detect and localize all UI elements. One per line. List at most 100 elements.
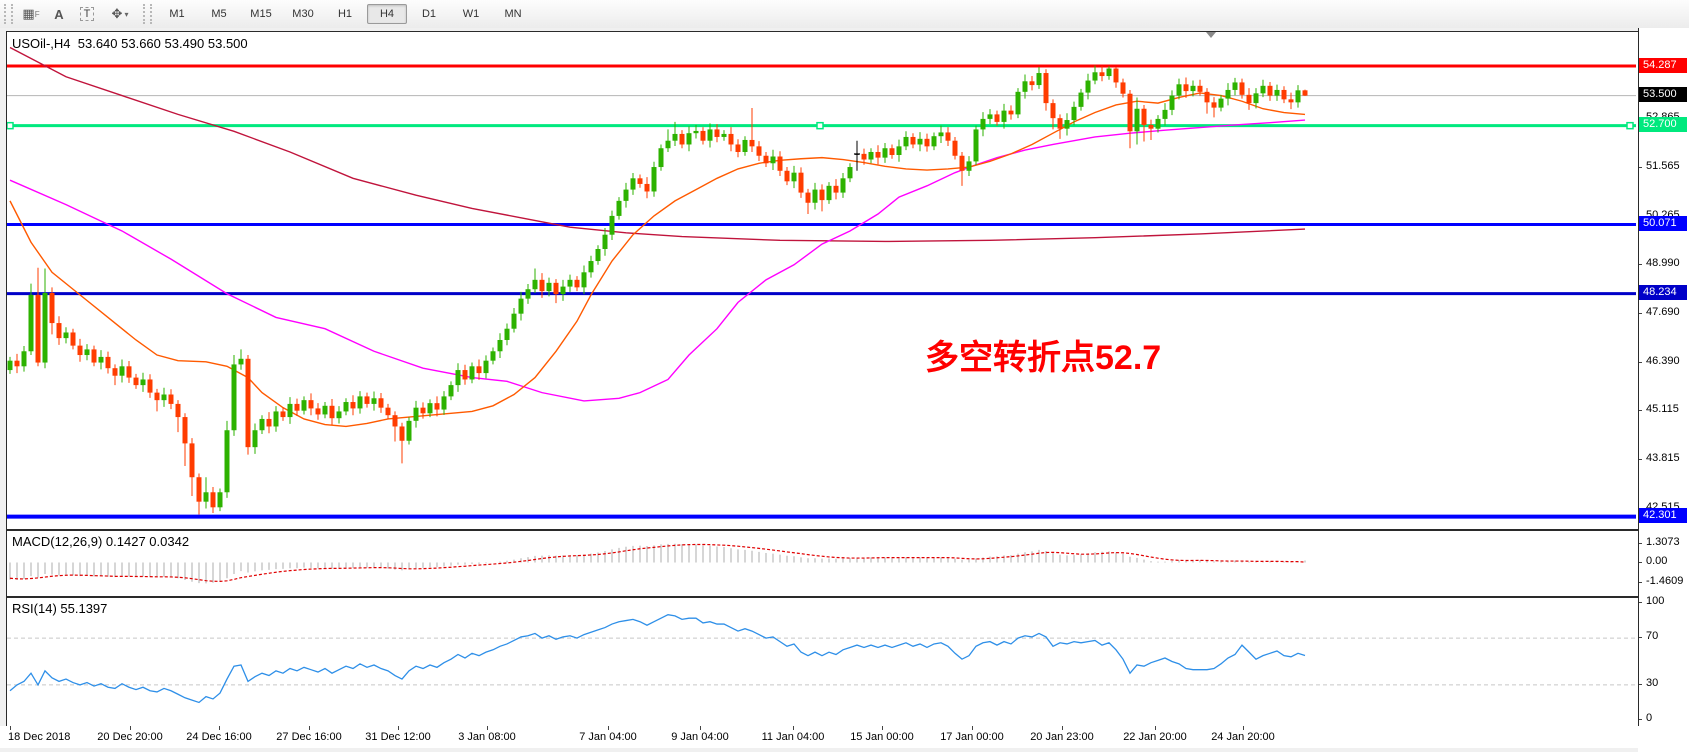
rsi-panel[interactable] [6, 597, 1639, 729]
time-label: 24 Dec 16:00 [186, 731, 252, 743]
toolbar-gripper-2[interactable] [143, 4, 152, 24]
candle [952, 136, 958, 160]
top-toolbar: ▦ F A T ✥ ▾ M1 M5 M15 M30 H1 H4 D1 W1 MN [0, 0, 1689, 29]
candle [945, 127, 951, 146]
candle [1274, 84, 1280, 101]
time-label: 7 Jan 04:00 [579, 731, 637, 743]
candle [532, 268, 538, 293]
candle [7, 356, 13, 374]
timeframe-button-m30[interactable]: M30 [292, 8, 314, 20]
axis-tick-dash [1638, 561, 1642, 563]
price-badge-48.234: 48.234 [1639, 285, 1687, 301]
candle [1295, 85, 1301, 108]
time-axis[interactable]: 18 Dec 2018 20 Dec 20:00 24 Dec 16:00 27 De… [0, 726, 1689, 748]
candle [1176, 78, 1182, 100]
candle [735, 139, 741, 158]
line-handle-1[interactable] [816, 121, 824, 130]
candle [1141, 104, 1147, 142]
candle [1008, 105, 1014, 120]
time-tick [1062, 726, 1063, 730]
candle [574, 276, 580, 292]
toolbar-gripper[interactable] [4, 4, 13, 24]
candle [973, 125, 979, 166]
candle [868, 148, 874, 164]
main-chart-panel[interactable] [6, 31, 1639, 530]
candle [1225, 83, 1231, 106]
timeframe-button-m5[interactable]: M5 [211, 8, 227, 20]
candle [903, 131, 909, 151]
price-tick-label: 43.815 [1646, 451, 1680, 464]
candle [406, 417, 412, 445]
candle [105, 351, 111, 374]
grid-f-icon[interactable]: ▦ F [18, 2, 44, 26]
candle [812, 182, 818, 210]
timeframe-button-d1[interactable]: D1 [421, 8, 437, 20]
timeframe-button-h4[interactable]: H4 [367, 4, 407, 24]
candle [959, 151, 965, 186]
candle [637, 174, 643, 188]
candle [1232, 77, 1238, 96]
text-label-icon[interactable]: T [74, 2, 100, 26]
candle [714, 124, 720, 143]
main-chart-canvas[interactable] [7, 32, 1636, 527]
grid-f-icon-sub: F [34, 9, 40, 19]
candle [679, 130, 685, 149]
time-label: 17 Jan 00:00 [940, 731, 1004, 743]
chart-shift-marker-icon[interactable] [1206, 32, 1216, 38]
candle [77, 338, 83, 362]
candle [658, 144, 664, 171]
timeframe-button-m1[interactable]: M1 [169, 8, 185, 20]
chart-title: USOil-,H4 53.640 53.660 53.490 53.500 [12, 36, 248, 51]
candle [175, 400, 181, 433]
timeframe-button-h1[interactable]: H1 [337, 8, 353, 20]
candle [693, 124, 699, 139]
candle [1078, 88, 1084, 111]
line-handle-2[interactable] [1626, 121, 1634, 130]
macd-canvas[interactable] [7, 531, 1636, 594]
candle [546, 277, 552, 297]
candle [245, 355, 251, 455]
axis-tick-dash [1638, 458, 1642, 460]
candle [1064, 113, 1070, 136]
candle [1085, 73, 1091, 100]
candle [119, 359, 125, 383]
macd-axis-label: 1.3073 [1646, 535, 1680, 548]
candle [56, 316, 62, 345]
crosshair-arrows-icon[interactable]: ✥ ▾ [102, 2, 138, 26]
timeframe-button-m15[interactable]: M15 [250, 8, 272, 20]
candle [126, 361, 132, 383]
font-a-icon[interactable]: A [46, 2, 72, 26]
crosshair-arrows-glyph: ✥ [111, 6, 123, 21]
time-label: 20 Dec 20:00 [97, 731, 163, 743]
chart-window [0, 28, 1689, 752]
rsi-canvas[interactable] [7, 598, 1636, 726]
price-axis[interactable]: 54.14052.86551.56550.26548.99047.69046.3… [1638, 28, 1689, 752]
candle [539, 273, 545, 298]
candle [434, 396, 440, 417]
candle [490, 347, 496, 365]
rsi-label: RSI(14) 55.1397 [12, 601, 108, 616]
candle [294, 398, 300, 416]
candle [917, 132, 923, 152]
candle [273, 406, 279, 432]
timeframe-button-mn[interactable]: MN [504, 8, 522, 20]
candle [651, 161, 657, 197]
candle [1183, 77, 1189, 98]
current-price-badge: 53.500 [1639, 87, 1687, 103]
macd-panel[interactable] [6, 530, 1639, 597]
time-label: 18 Dec 2018 [8, 731, 71, 743]
candle [707, 123, 713, 148]
candle [875, 145, 881, 165]
candle [728, 127, 734, 152]
candle [196, 473, 202, 515]
axis-tick-dash [1638, 542, 1642, 544]
candle [595, 245, 601, 265]
candle [420, 402, 426, 419]
timeframe-button-w1[interactable]: W1 [462, 8, 480, 20]
candle [259, 415, 265, 434]
line-handle-0[interactable] [7, 121, 14, 130]
quote-ohlc-label: 53.640 53.660 53.490 53.500 [77, 36, 248, 51]
time-label: 15 Jan 00:00 [850, 731, 914, 743]
annotation-text[interactable]: 多空转折点52.7 [925, 339, 1162, 377]
candle [847, 163, 853, 183]
